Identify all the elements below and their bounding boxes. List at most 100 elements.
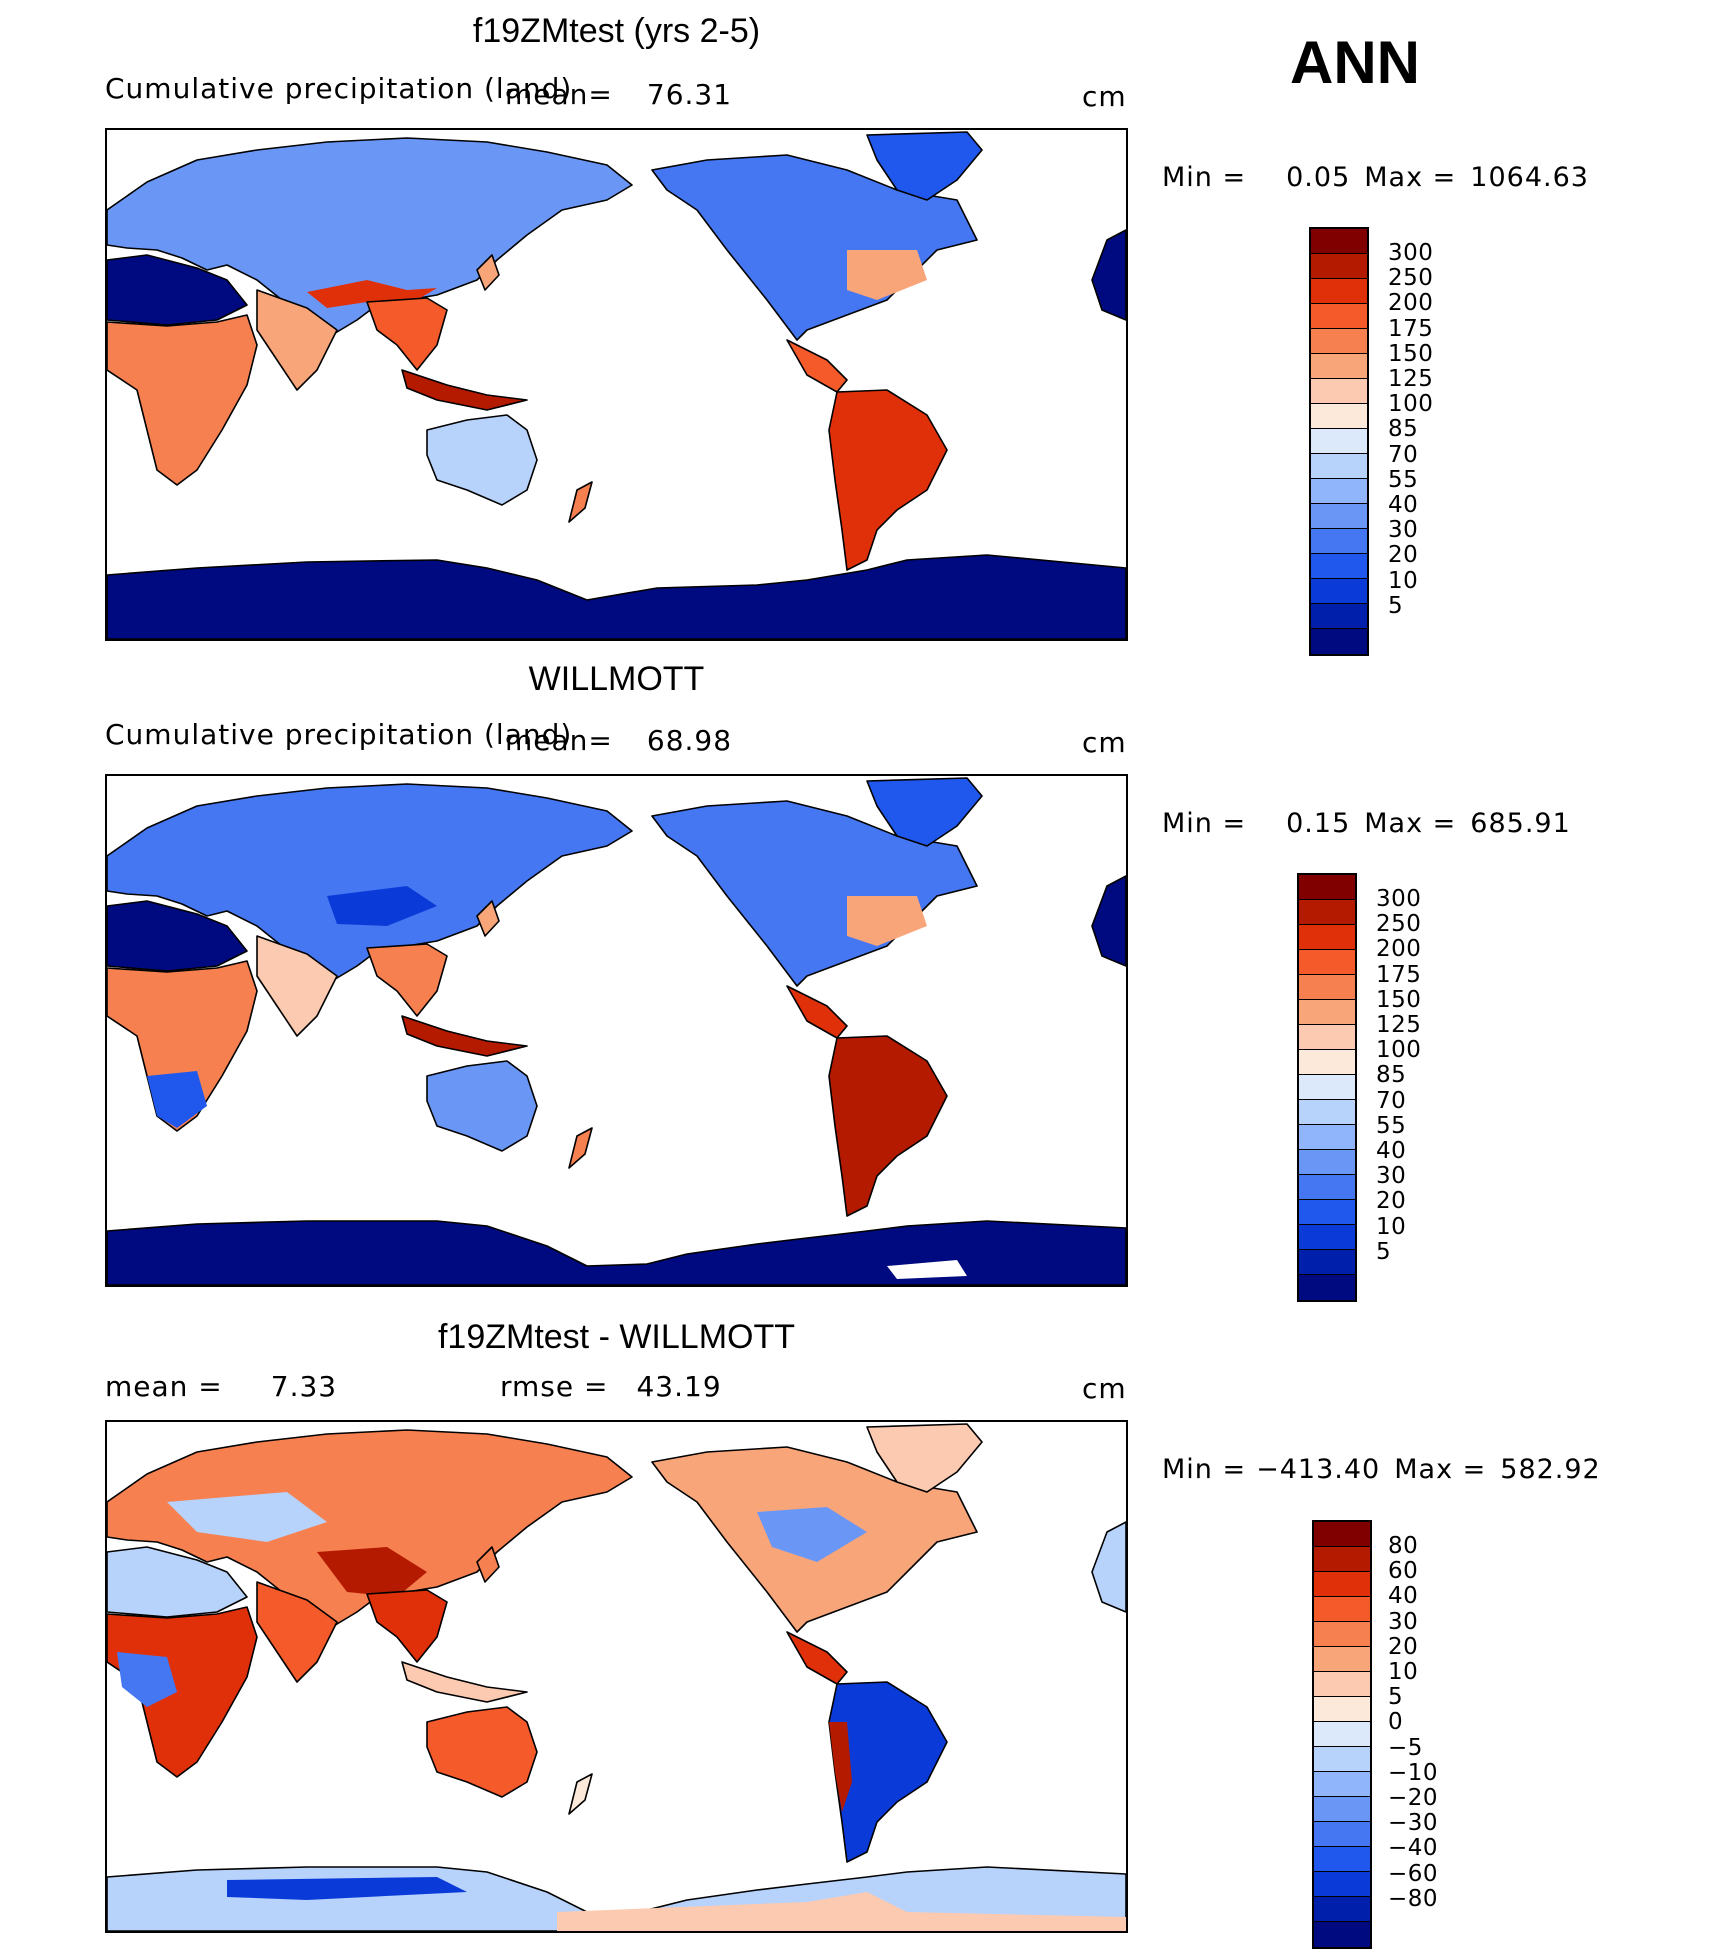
panel2-units: cm (1082, 726, 1127, 759)
colorbar-level-label: 200 (1376, 936, 1422, 963)
colorbar-swatch (1314, 1897, 1370, 1922)
colorbar-level-label: 80 (1388, 1533, 1419, 1559)
colorbar-level-label: 250 (1376, 911, 1422, 938)
colorbar-level-label: 5 (1388, 1684, 1404, 1711)
panel2-map-svg (107, 777, 1126, 1285)
panel3-mean: mean = 7.33 (105, 1370, 337, 1403)
panel1-title: f19ZMtest (yrs 2-5) (472, 12, 761, 50)
colorbar-swatch (1299, 1075, 1355, 1100)
colorbar-swatch (1311, 404, 1367, 429)
panel1-colorbar (1309, 227, 1369, 656)
panel1-units: cm (1082, 80, 1127, 113)
colorbar-level-label: 150 (1376, 986, 1422, 1013)
colorbar-swatch (1314, 1672, 1370, 1697)
colorbar-swatch (1314, 1872, 1370, 1897)
colorbar-level-label: 40 (1376, 1138, 1407, 1164)
panel2-max-value: 685.91 (1470, 808, 1571, 839)
colorbar-level-label: 60 (1388, 1558, 1419, 1585)
colorbar-level-label: 70 (1376, 1087, 1407, 1114)
colorbar-swatch (1299, 1150, 1355, 1175)
colorbar-swatch (1314, 1747, 1370, 1772)
colorbar-level-label: 5 (1388, 592, 1404, 619)
colorbar-level-label: −80 (1388, 1885, 1439, 1912)
colorbar-swatch (1314, 1622, 1370, 1647)
panel2-min-label: Min = (1162, 808, 1247, 839)
colorbar-level-label: 10 (1388, 1659, 1419, 1685)
colorbar-swatch (1311, 479, 1367, 504)
season-label: ANN (1290, 29, 1420, 96)
colorbar-swatch (1299, 1025, 1355, 1050)
panel3-rmse-value: 43.19 (636, 1370, 722, 1403)
panel1-mean: mean= 76.31 (505, 78, 732, 111)
colorbar-swatch (1311, 429, 1367, 454)
colorbar-swatch (1311, 279, 1367, 304)
colorbar-level-label: −30 (1388, 1810, 1439, 1837)
colorbar-swatch (1314, 1847, 1370, 1872)
panel2-mean-label: mean= (505, 724, 613, 757)
colorbar-level-label: 30 (1376, 1163, 1407, 1190)
panel2-minmax: Min = 0.15 Max = 685.91 (1162, 808, 1571, 839)
panel3-land (107, 1423, 1126, 1931)
panel3-max-label: Max = (1394, 1454, 1487, 1485)
panel2-colorbar (1297, 873, 1357, 1302)
colorbar-swatch (1311, 554, 1367, 579)
panel3-mean-label: mean = (105, 1370, 223, 1403)
colorbar-level-label: 70 (1388, 441, 1419, 468)
colorbar-swatch (1299, 1225, 1355, 1250)
colorbar-swatch (1311, 579, 1367, 604)
panel1-max-value: 1064.63 (1470, 162, 1589, 193)
colorbar-level-label: 30 (1388, 1608, 1419, 1635)
colorbar-swatch (1299, 1100, 1355, 1125)
colorbar-level-label: −5 (1388, 1734, 1423, 1761)
colorbar-level-label: 20 (1376, 1188, 1407, 1215)
colorbar-level-label: 300 (1388, 240, 1434, 266)
panel2-land (107, 777, 1126, 1285)
panel3-mean-value: 7.33 (270, 1370, 338, 1403)
colorbar-swatch (1311, 304, 1367, 329)
panel1-mean-value: 76.31 (646, 78, 733, 111)
panel1-land (107, 131, 1126, 639)
colorbar-swatch (1314, 1772, 1370, 1797)
panel1-min-value: 0.05 (1286, 162, 1351, 193)
colorbar-swatch (1299, 1175, 1355, 1200)
colorbar-swatch (1311, 604, 1367, 629)
colorbar-swatch (1311, 379, 1367, 404)
panel2-title: WILLMOTT (528, 660, 705, 698)
panel3-units: cm (1082, 1372, 1127, 1405)
colorbar-level-label: −60 (1388, 1860, 1439, 1887)
panel3-minmax: Min = −413.40 Max = 582.92 (1162, 1454, 1601, 1485)
panel3-max-value: 582.92 (1500, 1454, 1601, 1485)
colorbar-level-label: 10 (1376, 1213, 1407, 1240)
colorbar-level-label: 100 (1376, 1037, 1422, 1064)
colorbar-swatch (1314, 1647, 1370, 1672)
colorbar-swatch (1299, 950, 1355, 975)
colorbar-swatch (1314, 1522, 1370, 1547)
colorbar-level-label: 125 (1388, 366, 1434, 392)
panel1-minmax: Min = 0.05 Max = 1064.63 (1162, 162, 1589, 193)
colorbar-level-label: 175 (1388, 315, 1434, 342)
colorbar-level-label: 55 (1376, 1112, 1407, 1139)
colorbar-swatch (1311, 354, 1367, 379)
colorbar-level-label: 85 (1388, 416, 1419, 443)
colorbar-swatch (1311, 329, 1367, 354)
colorbar-swatch (1314, 1547, 1370, 1572)
panel2-mean: mean= 68.98 (505, 724, 732, 757)
panel3-min-label: Min = (1162, 1454, 1247, 1485)
colorbar-level-label: 150 (1388, 340, 1434, 367)
colorbar-swatch (1311, 504, 1367, 529)
panel3-map-svg (107, 1423, 1126, 1931)
colorbar-level-label: 85 (1376, 1062, 1407, 1089)
colorbar-swatch (1299, 1200, 1355, 1225)
colorbar-swatch (1299, 900, 1355, 925)
colorbar-swatch (1311, 629, 1367, 654)
colorbar-level-label: 40 (1388, 1583, 1419, 1610)
colorbar-swatch (1299, 1250, 1355, 1275)
colorbar-level-label: 175 (1376, 961, 1422, 988)
colorbar-swatch (1299, 1000, 1355, 1025)
panel2-mean-value: 68.98 (646, 724, 733, 757)
colorbar-swatch (1311, 229, 1367, 254)
colorbar-level-label: 30 (1388, 517, 1419, 544)
colorbar-swatch (1299, 875, 1355, 900)
panel3-map (105, 1420, 1128, 1933)
colorbar-swatch (1311, 454, 1367, 479)
